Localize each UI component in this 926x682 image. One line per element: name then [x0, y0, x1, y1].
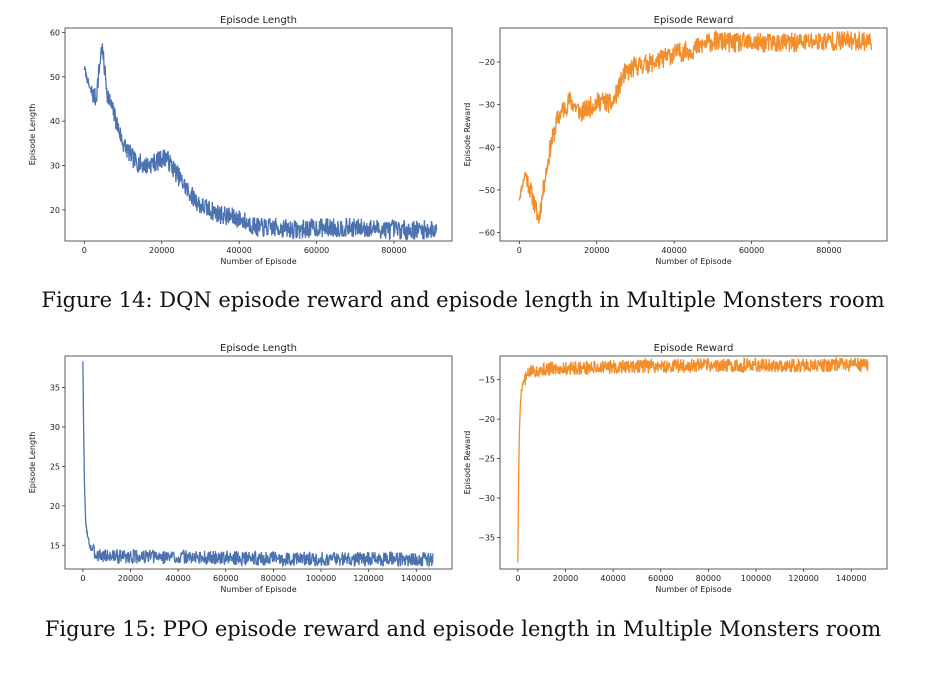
x-tick-label: 40000 — [226, 246, 251, 255]
x-axis-label: Number of Episode — [655, 257, 731, 266]
y-tick-label: −20 — [478, 58, 495, 67]
figure-15-caption: Figure 15: PPO episode reward and episod… — [44, 617, 882, 641]
y-tick-label: 20 — [50, 502, 60, 511]
x-tick-label: 60000 — [648, 574, 673, 583]
chart-title: Episode Reward — [654, 343, 734, 354]
series-line — [83, 43, 438, 242]
x-tick-label: 0 — [515, 574, 520, 583]
plot-frame — [64, 27, 453, 242]
y-tick-label: −25 — [478, 455, 495, 464]
x-tick-label: 20000 — [149, 246, 174, 255]
x-tick-label: 80000 — [816, 246, 841, 255]
x-tick-label: 0 — [80, 574, 85, 583]
y-axis-label: Episode Length — [28, 432, 37, 494]
plot-frame — [64, 355, 453, 570]
x-tick-label: 140000 — [836, 574, 867, 583]
y-tick-label: 30 — [50, 423, 60, 432]
x-axis-label: Number of Episode — [655, 585, 731, 594]
y-tick-label: 20 — [50, 206, 60, 215]
chart-title: Episode Length — [220, 343, 297, 354]
x-tick-label: 60000 — [304, 246, 329, 255]
x-tick-label: 20000 — [553, 574, 578, 583]
x-tick-label: 60000 — [739, 246, 764, 255]
x-tick-label: 80000 — [261, 574, 286, 583]
series-line — [518, 30, 873, 224]
x-tick-label: 20000 — [118, 574, 143, 583]
y-tick-label: −30 — [478, 101, 495, 110]
fig14-episode-reward-chart: Episode Reward 0 20000 40000 60000 80000 −60 −5… — [455, 8, 895, 273]
y-axis-label: Episode Reward — [463, 431, 472, 495]
figure-14-caption: Figure 14: DQN episode reward and episod… — [41, 288, 885, 312]
y-tick-label: 60 — [50, 28, 60, 37]
fig14-episode-length-chart: Episode Length 0 20000 40000 60000 80000 20 30 4… — [20, 8, 460, 273]
y-tick-label: 25 — [50, 462, 60, 471]
chart-title: Episode Length — [220, 15, 297, 26]
y-tick-label: 35 — [50, 384, 60, 393]
x-tick-label: 0 — [82, 246, 87, 255]
x-tick-label: 40000 — [165, 574, 190, 583]
x-tick-label: 120000 — [353, 574, 384, 583]
y-tick-label: −40 — [478, 143, 495, 152]
y-tick-label: −20 — [478, 415, 495, 424]
plot-frame — [499, 27, 888, 242]
x-axis-label: Number of Episode — [220, 585, 296, 594]
chart-title: Episode Reward — [654, 15, 734, 26]
fig15-episode-length-chart: Episode Length 0 20000 40000 60000 80000 10000… — [20, 336, 460, 601]
x-axis-label: Number of Episode — [220, 257, 296, 266]
x-tick-label: 80000 — [381, 246, 406, 255]
y-tick-label: −30 — [478, 494, 495, 503]
x-tick-label: 60000 — [213, 574, 238, 583]
x-tick-label: 140000 — [401, 574, 432, 583]
x-tick-label: 40000 — [661, 246, 686, 255]
y-tick-label: −15 — [478, 376, 495, 385]
y-tick-label: 50 — [50, 73, 60, 82]
y-axis-label: Episode Length — [28, 104, 37, 166]
y-tick-label: 15 — [50, 541, 60, 550]
x-tick-label: 120000 — [788, 574, 819, 583]
x-tick-label: 0 — [517, 246, 522, 255]
x-tick-label: 40000 — [600, 574, 625, 583]
y-tick-label: −60 — [478, 228, 495, 237]
y-tick-label: −35 — [478, 533, 495, 542]
x-tick-label: 20000 — [584, 246, 609, 255]
y-tick-label: 40 — [50, 117, 60, 126]
fig15-episode-reward-chart: Episode Reward 0 20000 40000 60000 80000 10000… — [455, 336, 895, 601]
y-tick-label: −50 — [478, 186, 495, 195]
y-axis-label: Episode Reward — [463, 103, 472, 167]
series-line — [82, 361, 434, 568]
y-tick-label: 30 — [50, 162, 60, 171]
x-tick-label: 100000 — [741, 574, 772, 583]
x-tick-label: 100000 — [306, 574, 337, 583]
x-tick-label: 80000 — [696, 574, 721, 583]
plot-frame — [499, 355, 888, 570]
series-line — [517, 356, 869, 563]
